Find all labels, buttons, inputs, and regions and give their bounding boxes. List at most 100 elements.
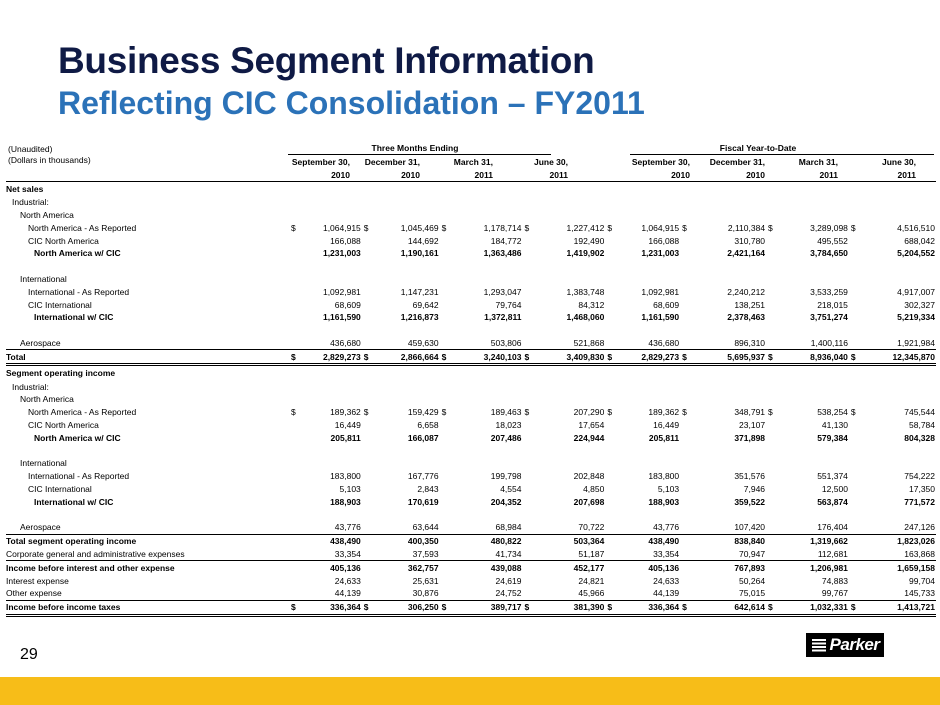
cell-value: 896,310 <box>734 337 766 348</box>
currency-symbol: $ <box>524 407 530 418</box>
currency-symbol <box>522 365 532 381</box>
currency-symbol <box>362 298 372 311</box>
cell-value <box>859 457 936 470</box>
currency-symbol <box>440 548 450 561</box>
cell-value: 70,947 <box>739 548 766 559</box>
cell-value: 503,364 <box>532 533 606 548</box>
currency-symbol <box>849 380 859 393</box>
currency-symbol <box>522 470 532 483</box>
cell-value: 804,328 <box>904 432 935 443</box>
cell-value <box>533 365 606 381</box>
cell-value: 1,823,026 <box>859 533 936 548</box>
cell-value: 4,917,007 <box>897 286 935 297</box>
currency-symbol <box>439 560 450 575</box>
currency-symbol <box>680 273 690 286</box>
currency-symbol <box>362 260 372 273</box>
currency-symbol: $ <box>768 222 773 233</box>
row-label: North America - As Reported <box>28 222 137 233</box>
cell-value: 336,364 <box>299 599 362 617</box>
cell-value <box>372 393 440 406</box>
currency-symbol <box>522 285 532 298</box>
currency-symbol: $ <box>361 349 372 367</box>
table-row: North America w/ CIC 1,231,003 1,190,161 1,… <box>6 247 936 260</box>
cell-value <box>615 457 680 470</box>
page-title: Business Segment Information <box>58 40 595 81</box>
cell-value <box>859 380 936 393</box>
currency-symbol <box>605 495 615 508</box>
currency-symbol <box>848 533 860 548</box>
cell-value: 107,420 <box>734 522 766 533</box>
row-label: CIC North America <box>28 419 99 430</box>
cell-value: 2,843 <box>417 483 439 494</box>
cell-value: 1,413,721 <box>859 599 936 617</box>
currency-symbol <box>362 365 372 381</box>
currency-symbol <box>289 393 299 406</box>
currency-symbol <box>522 260 532 273</box>
currency-symbol <box>680 548 690 561</box>
cell-value: 8,936,040 <box>776 349 849 367</box>
currency-symbol <box>522 457 532 470</box>
header-rule <box>6 181 936 182</box>
currency-symbol <box>440 365 450 381</box>
currency-symbol <box>766 273 776 286</box>
cell-value <box>615 183 680 196</box>
cell-value <box>615 393 680 406</box>
row-label: International - As Reported <box>28 471 130 482</box>
row-label: North America <box>20 394 74 405</box>
currency-symbol <box>605 365 615 381</box>
cell-value: 50,264 <box>739 575 766 586</box>
currency-symbol <box>440 508 450 521</box>
cell-value: 183,800 <box>648 471 680 482</box>
currency-symbol <box>766 298 776 311</box>
cell-value: 205,811 <box>330 432 361 443</box>
currency-symbol <box>289 483 299 496</box>
row-label: North America - As Reported <box>28 407 137 418</box>
column-header-line2: 2010 <box>331 170 350 180</box>
currency-symbol: $ <box>766 599 777 617</box>
currency-symbol <box>680 183 690 196</box>
currency-symbol <box>522 273 532 286</box>
cell-value <box>533 273 606 286</box>
cell-value: 75,015 <box>739 588 766 599</box>
cell-value: 25,631 <box>412 575 439 586</box>
cell-value <box>450 196 523 209</box>
cell-value: 405,136 <box>615 560 681 575</box>
currency-symbol <box>766 365 776 381</box>
currency-symbol <box>680 247 690 260</box>
currency-symbol <box>849 457 859 470</box>
table-row: North America w/ CIC 205,811 166,087 207,48… <box>6 431 936 444</box>
row-label <box>6 260 289 273</box>
cell-value: 745,544 <box>904 407 935 418</box>
currency-symbol <box>849 495 859 508</box>
row-label <box>6 444 289 457</box>
currency-symbol <box>605 470 615 483</box>
row-label: International <box>20 273 67 284</box>
cell-value: 1,921,984 <box>897 337 935 348</box>
currency-symbol <box>680 457 690 470</box>
cell-value: 166,088 <box>330 235 361 246</box>
cell-value: 18,023 <box>495 419 522 430</box>
cell-value: 192,490 <box>573 235 605 246</box>
currency-symbol <box>849 470 859 483</box>
cell-value: 159,429 <box>407 407 439 418</box>
currency-symbol <box>362 431 372 444</box>
currency-symbol <box>440 457 450 470</box>
table-row: North America <box>6 393 936 406</box>
currency-symbol <box>849 273 859 286</box>
currency-symbol <box>289 380 299 393</box>
currency-symbol <box>766 196 776 209</box>
cell-value <box>372 196 440 209</box>
cell-value: 1,161,590 <box>322 312 361 323</box>
cell-value <box>372 260 440 273</box>
row-label: International w/ CIC <box>34 496 114 507</box>
cell-value: 2,378,463 <box>727 312 766 323</box>
currency-symbol <box>362 324 372 337</box>
currency-symbol <box>440 393 450 406</box>
row-label: Segment operating income <box>6 368 116 379</box>
cell-value: 163,868 <box>904 548 935 559</box>
cell-value <box>450 393 523 406</box>
currency-symbol <box>361 560 372 575</box>
cell-value: 30,876 <box>412 588 439 599</box>
currency-symbol <box>766 560 777 575</box>
currency-symbol <box>680 533 691 548</box>
